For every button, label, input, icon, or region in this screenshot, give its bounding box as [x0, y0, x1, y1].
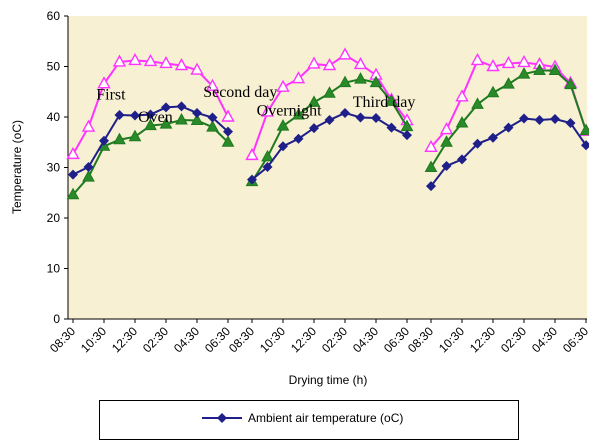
x-tick-label: 12:30: [467, 324, 498, 355]
x-tick-label: 04:30: [529, 324, 560, 355]
y-tick-label: 40: [47, 110, 61, 124]
y-tick-label: 30: [47, 161, 61, 175]
x-tick-label: 02:30: [498, 324, 529, 355]
x-tick-label: 10:30: [257, 324, 288, 355]
annotation-label: Overnight: [257, 102, 322, 119]
y-tick-label: 10: [47, 262, 61, 276]
y-tick-label: 0: [53, 312, 60, 326]
x-tick-label: 04:30: [350, 324, 381, 355]
legend: Ambient air temperature (oC): [99, 400, 519, 440]
x-tick-label: 06:30: [202, 324, 233, 355]
x-tick-label: 08:30: [405, 324, 436, 355]
legend-label-ambient: Ambient air temperature (oC): [248, 411, 403, 425]
x-tick-label: 04:30: [171, 324, 202, 355]
x-tick-label: 06:30: [560, 324, 589, 355]
annotation-label: Oven: [138, 109, 173, 126]
x-tick-label: 02:30: [319, 324, 350, 355]
x-axis-label: Drying time (h): [289, 373, 368, 387]
y-tick-label: 20: [47, 211, 61, 225]
annotation-label: Second day: [203, 84, 277, 101]
y-axis: 0 10 20 30 40 50 60: [47, 9, 68, 326]
x-tick-label: 12:30: [288, 324, 319, 355]
annotation-label: Third day: [353, 94, 416, 111]
legend-item-ambient: Ambient air temperature (oC): [200, 409, 403, 427]
x-tick-label: 08:30: [47, 324, 78, 355]
y-tick-label: 50: [47, 60, 61, 74]
y-axis-label: Temperature (oC): [10, 120, 24, 214]
x-tick-label: 08:30: [226, 324, 257, 355]
x-tick-label: 10:30: [436, 324, 467, 355]
x-tick-label: 12:30: [109, 324, 140, 355]
x-tick-label: 02:30: [140, 324, 171, 355]
x-tick-label: 06:30: [381, 324, 412, 355]
annotation-label: First: [96, 86, 126, 103]
y-tick-label: 60: [47, 9, 61, 23]
x-tick-label: 10:30: [78, 324, 109, 355]
legend-swatch-ambient: [200, 409, 244, 427]
